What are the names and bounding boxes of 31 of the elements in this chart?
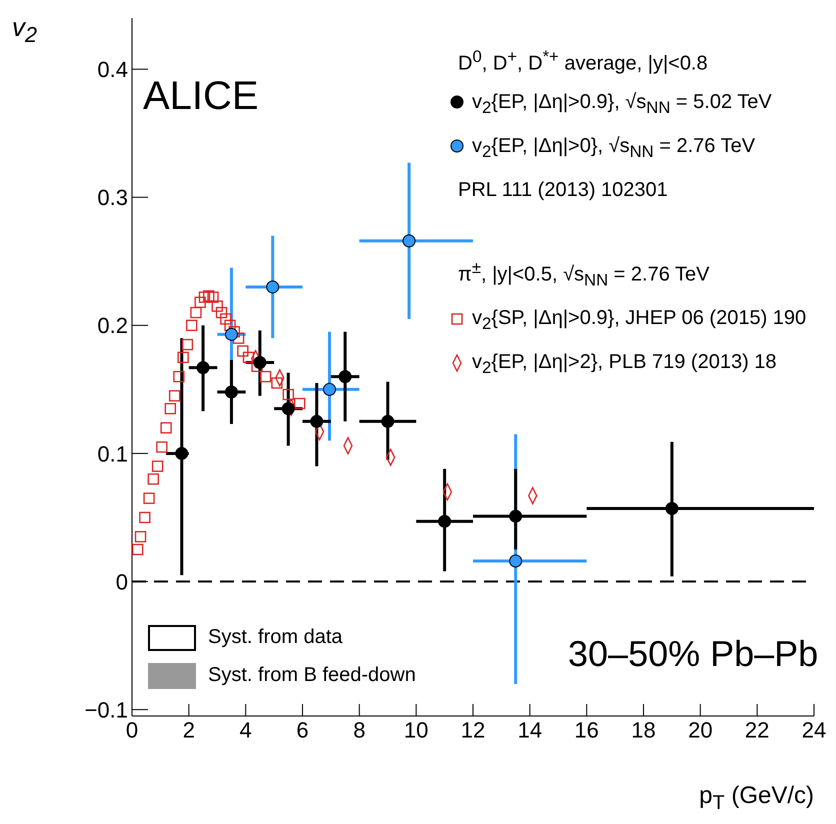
annotation: Syst. from B feed-down [208,664,416,686]
x-tick-label: 4 [240,718,252,743]
x-axis-title: p$_{T}$ (GeV/c) [699,782,814,815]
y-tick-label: 0.1 [97,441,128,466]
annotation: D$^{0}$, D$^{+}$, D$^{*+}$ average, |y|<0.8 [457,46,709,77]
x-tick-label: 22 [744,718,770,743]
legend-label: v$_{2}${EP, |Δη|>2}, PLB 719 (2013) 18 [472,351,777,378]
y-tick-label: 0.4 [97,57,128,82]
x-tick-label: 16 [574,718,599,743]
x-tick-label: 20 [688,718,713,743]
annotation: ALICE [143,74,259,119]
y-tick-label: −0.1 [84,697,128,722]
x-tick-label: 2 [182,718,195,743]
x-tick-label: 10 [404,718,428,743]
y-tick-label: 0 [116,569,128,594]
y-axis-title: v$_{2}$ [12,12,38,48]
x-tick-label: 14 [518,718,542,743]
x-tick-label: 18 [631,718,656,743]
legend-label: v$_{2}${EP, |Δη|>0.9}, √s$_{NN}$ = 5.02 TeV [472,90,772,117]
x-tick-label: 24 [802,718,826,743]
y-tick-label: 0.3 [97,185,128,210]
annotation: PRL 111 (2013) 102301 [457,178,669,203]
x-tick-label: 12 [460,718,486,743]
x-tick-label: 8 [353,718,366,743]
y-tick-label: 0.2 [97,313,128,338]
annotation: π$^{±}$, |y|<0.5, √s$_{NN}$ = 2.76 TeV [457,256,710,292]
legend-label: v$_{2}${EP, |Δη|>0}, √s$_{NN}$ = 2.76 TeV [472,134,756,161]
annotation: Syst. from data [208,626,342,648]
annotation: 30–50% Pb–Pb [568,633,818,675]
x-tick-label: 6 [296,718,309,743]
legend-label: v$_{2}${SP, |Δη|>0.9}, JHEP 06 (2015) 190 [472,307,806,334]
